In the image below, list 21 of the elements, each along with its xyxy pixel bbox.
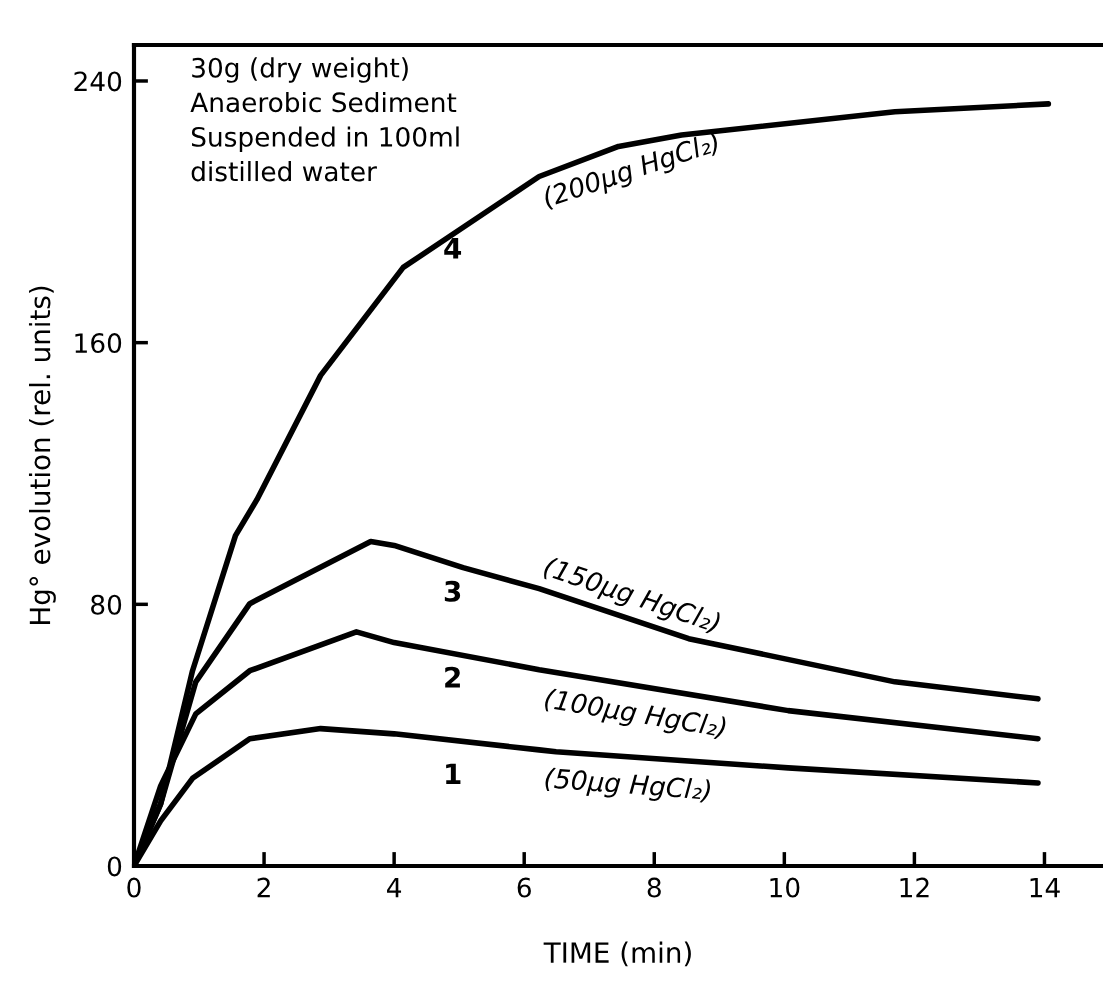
- x-axis-title: TIME (min): [543, 941, 691, 967]
- x-tick-label: 14: [1030, 877, 1060, 898]
- y-axis-title: Hg° evolution (rel. units): [28, 286, 56, 624]
- y-tick-label: 0: [107, 856, 122, 877]
- series-label: (50μg HgCl₂): [544, 767, 711, 806]
- x-tick-label: 6: [517, 877, 531, 898]
- annotation: 1: [446, 763, 461, 784]
- annotation: 4: [444, 238, 462, 259]
- x-tick-label: 10: [770, 877, 800, 898]
- x-tick-label: 12: [900, 877, 929, 898]
- x-tick-label: 2: [257, 877, 270, 898]
- y-tick-label: 240: [74, 71, 122, 92]
- annotation: 30g (dry weight) Anaerobic Sediment Suspended in 100ml distilled water: [190, 57, 459, 182]
- text: (100μg HgCl₂): [543, 687, 727, 743]
- x-tick-label: 8: [647, 877, 661, 898]
- annotation: 3: [444, 580, 461, 602]
- y-tick-label: 160: [75, 333, 122, 354]
- x-tick-label: 4: [387, 877, 402, 898]
- x-tick-label: 0: [127, 877, 141, 898]
- y-tick-label: 80: [91, 594, 122, 615]
- annotation: 2: [445, 666, 460, 688]
